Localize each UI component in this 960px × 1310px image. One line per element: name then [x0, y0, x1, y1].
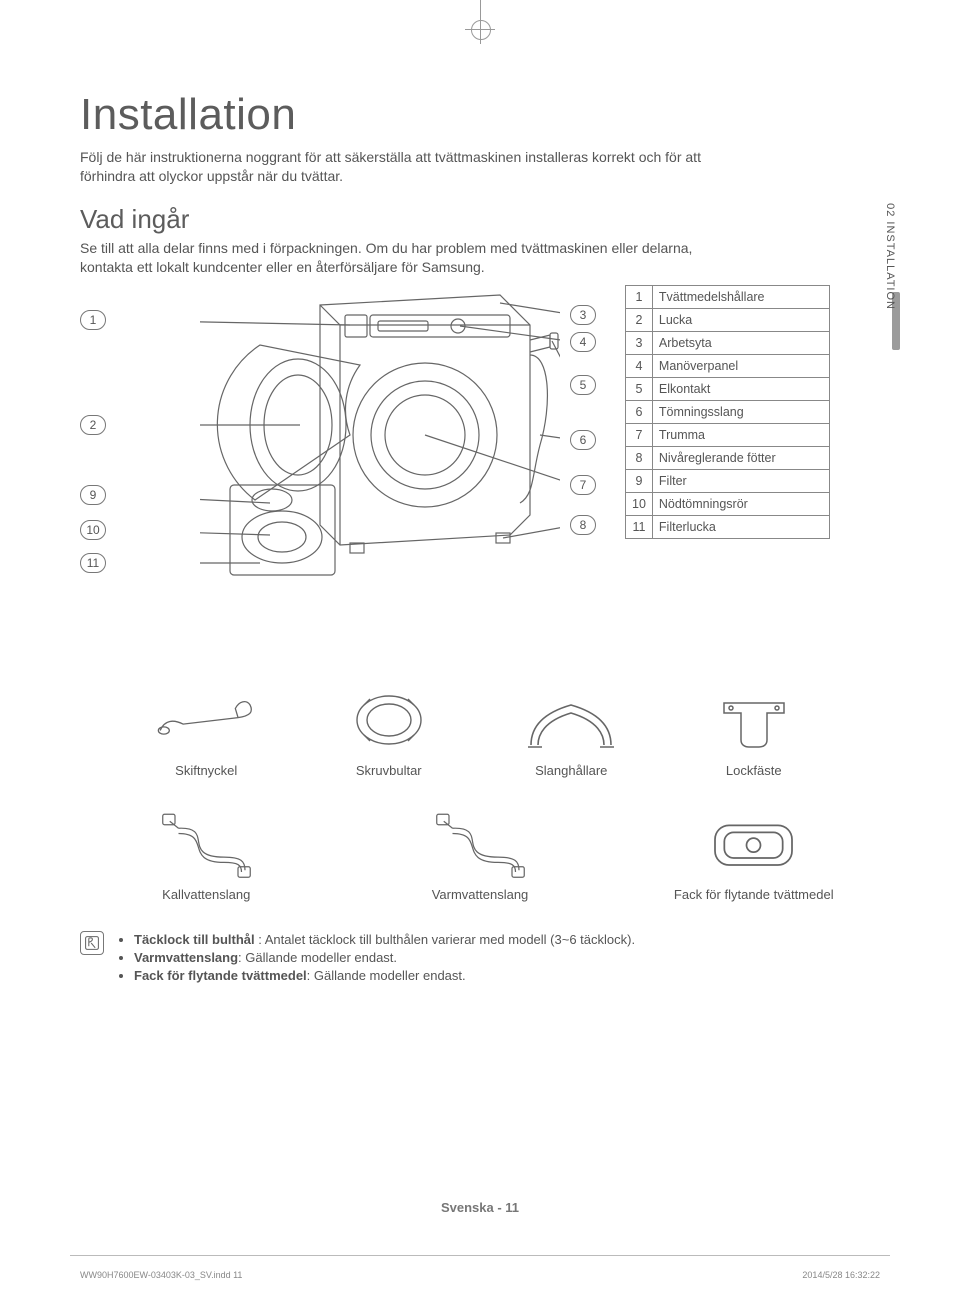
accessory-cold-hose: Kallvattenslang: [120, 809, 293, 903]
detergent-tray-icon: [668, 809, 841, 879]
section-intro: Se till att alla delar finns med i förpa…: [80, 239, 720, 277]
parts-table: 1Tvättmedelshållare 2Lucka 3Arbetsyta 4M…: [625, 285, 830, 539]
accessory-bolt-caps: Skruvbultar: [303, 685, 476, 779]
table-row: 8Nivåreglerande fötter: [626, 446, 830, 469]
accessories-grid: Skiftnyckel Skruvbultar Slanghållare: [120, 685, 840, 904]
accessory-wrench: Skiftnyckel: [120, 685, 293, 779]
note-item: Täcklock till bulthål : Antalet täcklock…: [134, 931, 635, 949]
hose-icon: [303, 809, 658, 879]
table-row: 11Filterlucka: [626, 515, 830, 538]
page-content: Installation Följ de här instruktionerna…: [80, 90, 880, 986]
print-timestamp: 2014/5/28 16:32:22: [802, 1270, 880, 1280]
hose-icon: [120, 809, 293, 879]
page-title: Installation: [80, 90, 880, 140]
table-row: 4Manöverpanel: [626, 354, 830, 377]
washer-illustration: [200, 285, 560, 585]
print-meta: WW90H7600EW-03403K-03_SV.indd 11 2014/5/…: [80, 1270, 880, 1280]
note-item: Fack för flytande tvättmedel: Gällande m…: [134, 967, 635, 985]
callout-8: 8: [570, 515, 596, 535]
intro-text: Följ de här instruktionerna noggrant för…: [80, 148, 720, 186]
table-row: 1Tvättmedelshållare: [626, 285, 830, 308]
accessory-hose-guide: Slanghållare: [485, 685, 658, 779]
notes-block: Täcklock till bulthål : Antalet täcklock…: [80, 931, 840, 986]
table-row: 3Arbetsyta: [626, 331, 830, 354]
callout-1: 1: [80, 310, 106, 330]
table-row: 9Filter: [626, 469, 830, 492]
hose-guide-icon: [485, 685, 658, 755]
table-row: 5Elkontakt: [626, 377, 830, 400]
callout-7: 7: [570, 475, 596, 495]
callout-3: 3: [570, 305, 596, 325]
cap-bracket-icon: [668, 685, 841, 755]
callout-10: 10: [80, 520, 106, 540]
accessory-cap-bracket: Lockfäste: [668, 685, 841, 779]
callout-4: 4: [570, 332, 596, 352]
section-tab: 02 INSTALLATION: [862, 310, 882, 500]
section-heading: Vad ingår: [80, 204, 880, 235]
note-item: Varmvattenslang: Gällande modeller endas…: [134, 949, 635, 967]
print-file: WW90H7600EW-03403K-03_SV.indd 11: [80, 1270, 242, 1280]
table-row: 2Lucka: [626, 308, 830, 331]
accessory-detergent-tray: Fack för flytande tvättmedel: [668, 809, 841, 903]
wrench-icon: [120, 685, 293, 755]
footer-rule: [70, 1255, 890, 1256]
exploded-diagram: 1 2 9 10 11 3 4 5 6 7 8: [80, 285, 880, 615]
callout-9: 9: [80, 485, 106, 505]
table-row: 10Nödtömningsrör: [626, 492, 830, 515]
callout-5: 5: [570, 375, 596, 395]
callout-11: 11: [80, 553, 106, 573]
callout-6: 6: [570, 430, 596, 450]
bolt-cap-icon: [303, 685, 476, 755]
note-icon: [80, 931, 104, 955]
page-footer: Svenska - 11: [0, 1200, 960, 1215]
accessory-hot-hose: Varmvattenslang: [303, 809, 658, 903]
table-row: 7Trumma: [626, 423, 830, 446]
table-row: 6Tömningsslang: [626, 400, 830, 423]
callout-2: 2: [80, 415, 106, 435]
crop-mark-top: [0, 0, 960, 40]
